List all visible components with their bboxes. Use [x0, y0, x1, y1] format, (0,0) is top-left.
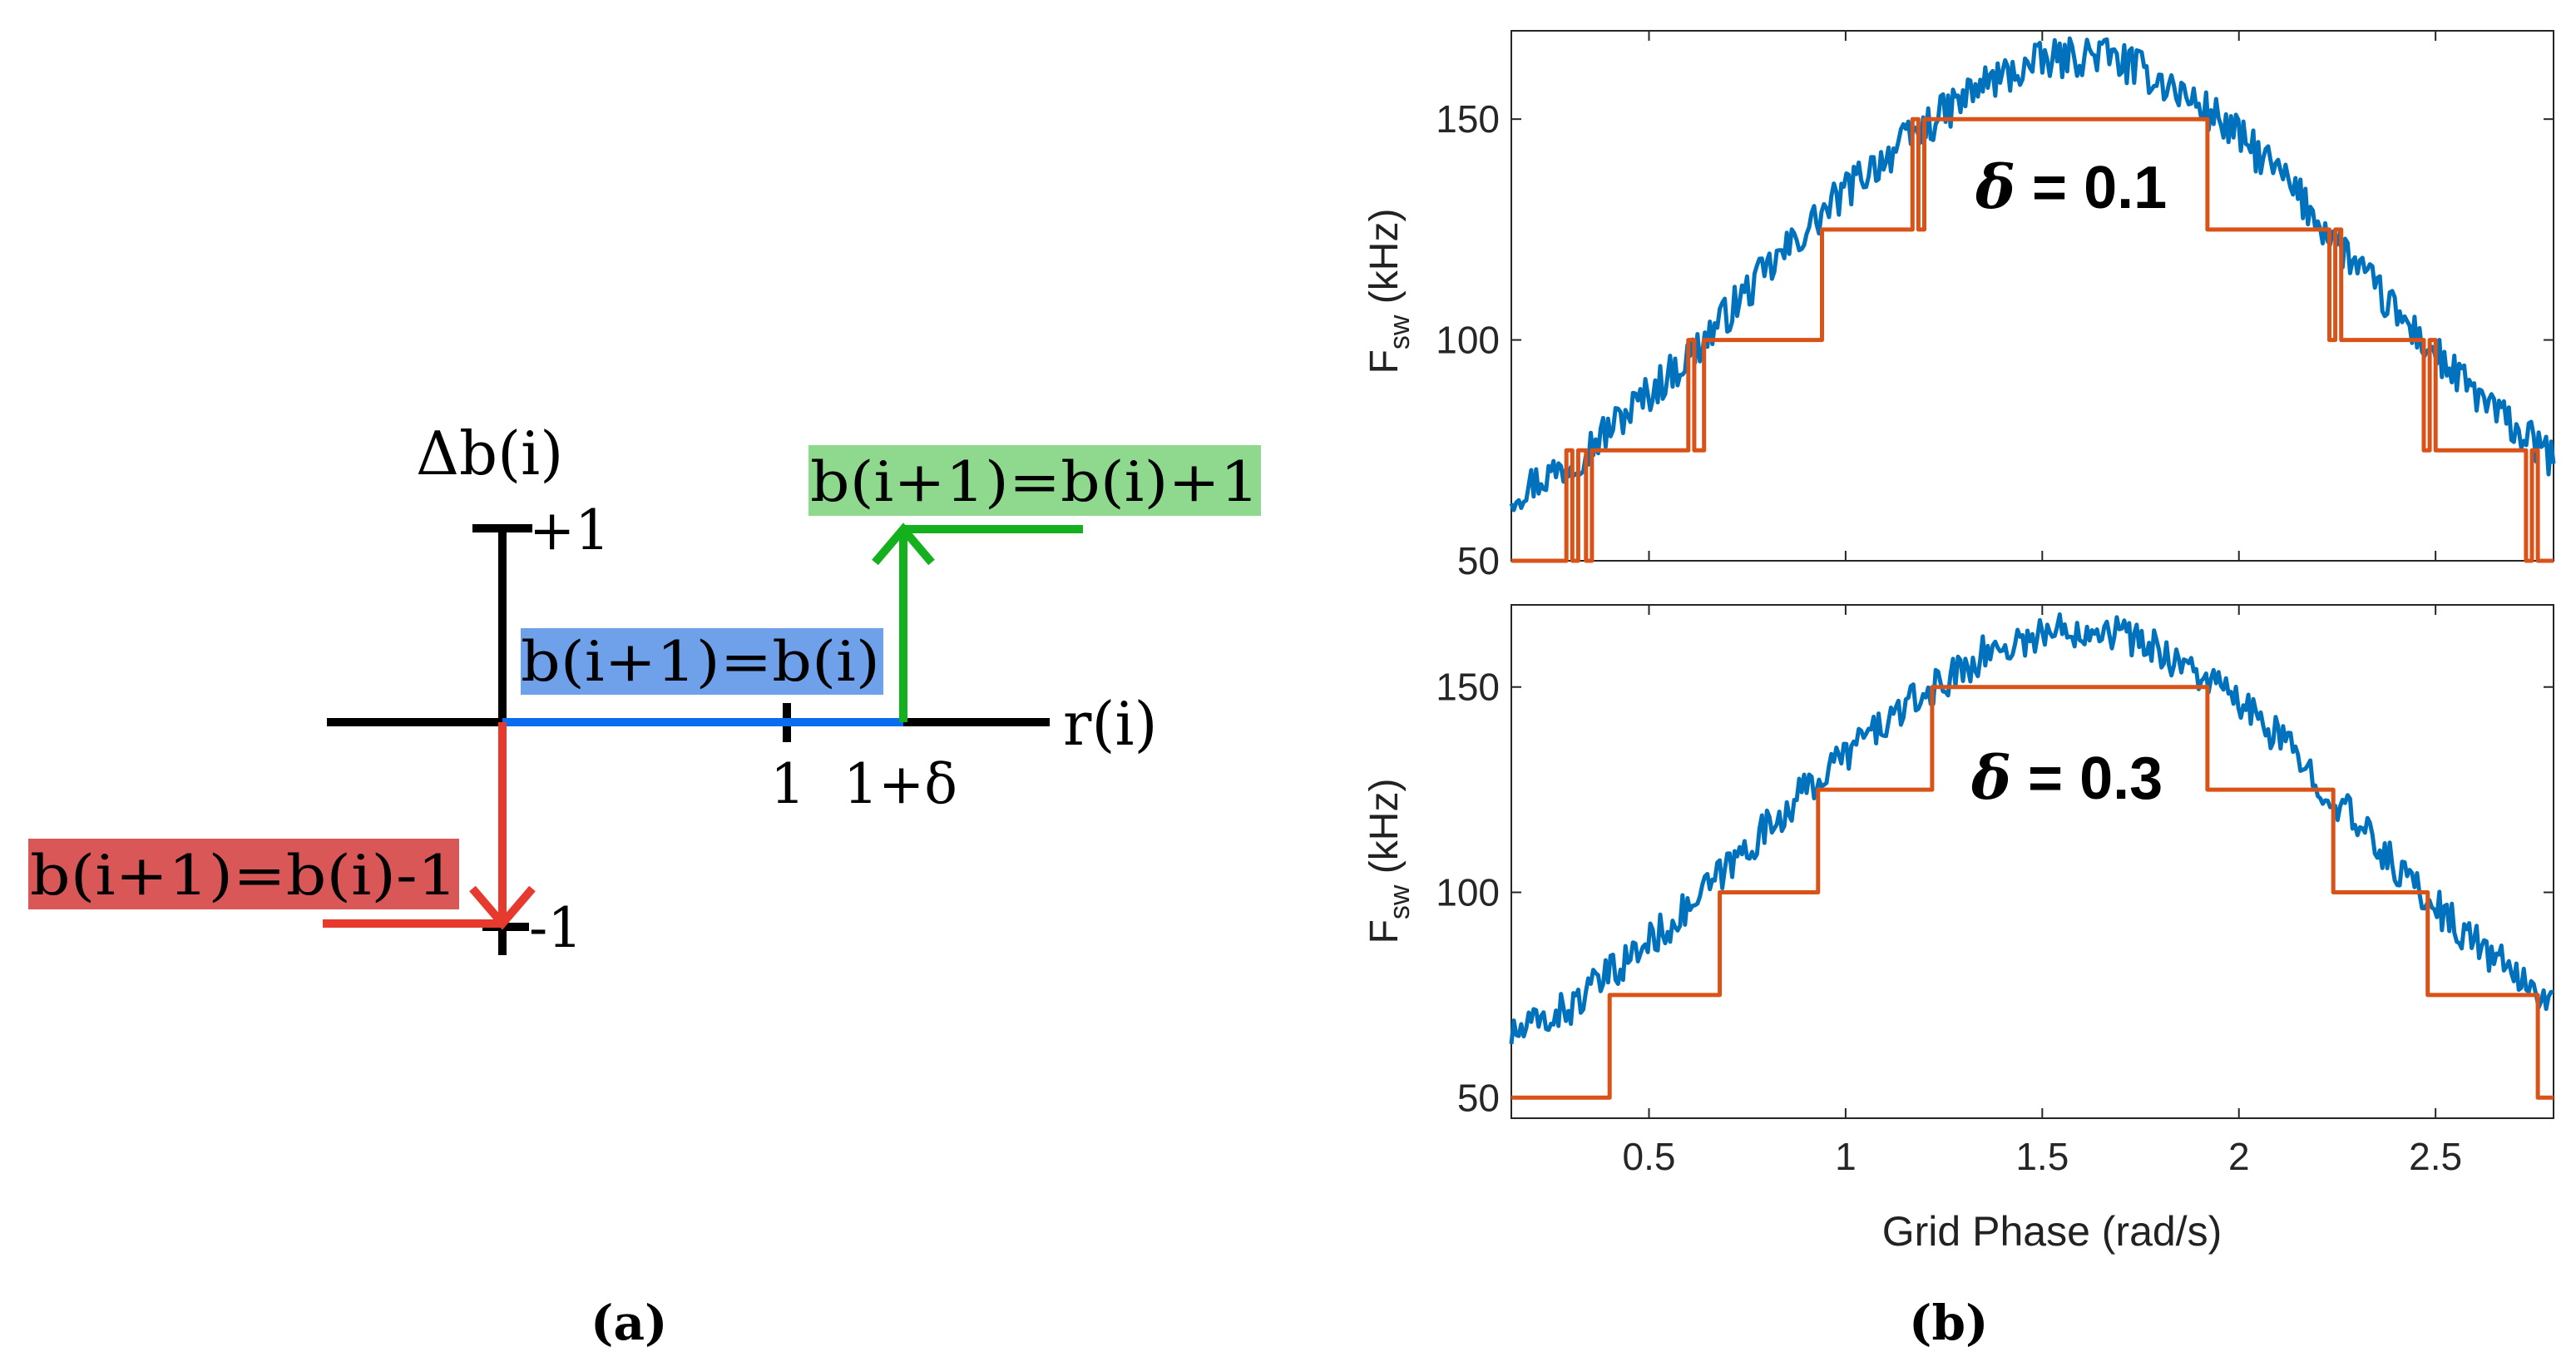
hold-label-background: [521, 628, 883, 695]
tick-plus-one-label: +1: [529, 498, 610, 562]
x-axis-label: r(i): [1063, 689, 1158, 759]
y-axis-label-bottom: Fsw (kHz): [1362, 779, 1416, 944]
y-tick-label: 150: [1436, 97, 1500, 141]
x-tick-label: 1: [1835, 1135, 1857, 1178]
y-tick-label: 100: [1436, 871, 1500, 914]
series-line-measured: [1509, 36, 2556, 513]
y-axis-label: Δb(i): [416, 419, 563, 488]
axes-box: [1510, 30, 2554, 562]
series-line-switching: [1511, 116, 2554, 563]
tick-one-label: 1: [770, 752, 805, 816]
panel-a-caption: (a): [591, 1295, 667, 1351]
y-tick-label: 50: [1457, 1076, 1500, 1119]
delta-symbol: δ: [1975, 151, 2015, 222]
increment-label: b(i+1)=b(i)+1: [810, 450, 1259, 514]
delta-annotation: δ = 0.3: [1970, 742, 2163, 813]
chart-top: 50 100 150 δ = 0.1: [1436, 30, 2556, 582]
panel-a-diagram: Δb(i) r(i) +1 -1 1 1+δ b(i+1)=b(i) b(i+1…: [28, 419, 1261, 1351]
tick-one-plus-delta-label: 1+δ: [843, 752, 957, 816]
y-tick-label: 150: [1436, 666, 1500, 709]
delta-symbol: δ: [1970, 742, 2011, 813]
ylabel-sub-top: sw: [1384, 314, 1416, 349]
y-tick-label: 50: [1457, 539, 1500, 582]
increment-label-background: [808, 445, 1261, 516]
x-axis-label: Grid Phase (rad/s): [1882, 1208, 2222, 1255]
decrement-label: b(i+1)=b(i)-1: [30, 844, 457, 908]
tick-minus-one-label: -1: [529, 896, 582, 960]
ylabel-unit-top: (kHz): [1362, 209, 1407, 315]
delta-value: = 0.1: [2015, 155, 2167, 221]
y-tick-label: 100: [1436, 319, 1500, 362]
panel-b-charts: 50 100 150 δ = 0.1 0.5 1 1.5 2 2.5 50 100 150 δ = 0…: [1362, 30, 2556, 1351]
axes-box: [1510, 604, 2554, 1119]
increment-arrowhead: [872, 523, 935, 566]
ylabel-main-top: F: [1362, 349, 1407, 374]
series-line-switching: [1511, 685, 2554, 1100]
series-line-measured: [1509, 612, 2554, 1045]
delta-annotation: δ = 0.1: [1975, 151, 2167, 222]
decrement-label-background: [28, 839, 459, 909]
x-tick-label: 2.5: [2409, 1135, 2462, 1178]
decrement-arrowhead: [469, 885, 536, 930]
x-tick-label: 2: [2228, 1135, 2250, 1178]
hold-label: b(i+1)=b(i): [521, 630, 880, 694]
panel-b-caption: (b): [1909, 1295, 1988, 1351]
chart-bottom: 0.5 1 1.5 2 2.5 50 100 150 δ = 0.3: [1436, 604, 2554, 1178]
ylabel-unit-bottom: (kHz): [1362, 779, 1407, 885]
delta-value: = 0.3: [2011, 745, 2163, 812]
ylabel-main-bottom: F: [1362, 919, 1407, 943]
x-tick-label: 1.5: [2015, 1135, 2069, 1178]
ylabel-sub-bottom: sw: [1384, 884, 1416, 919]
y-axis-label-top: Fsw (kHz): [1362, 209, 1416, 374]
x-tick-label: 0.5: [1623, 1135, 1676, 1178]
